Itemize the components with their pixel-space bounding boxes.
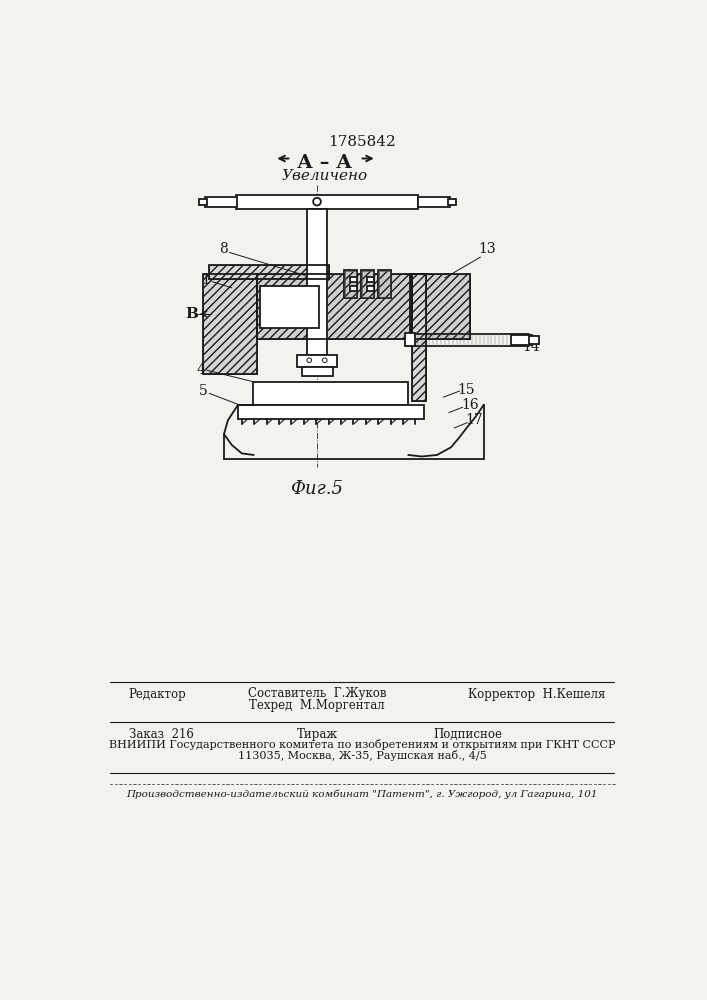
Text: Производственно-издательский комбинат "Патент", г. Ужгород, ул Гагарина, 101: Производственно-издательский комбинат "П…	[127, 790, 597, 799]
Circle shape	[307, 358, 312, 363]
Bar	[203, 274, 257, 374]
Bar	[301, 367, 332, 376]
Text: Тираж: Тираж	[296, 728, 337, 741]
Text: 5: 5	[199, 384, 207, 398]
Text: 15: 15	[457, 382, 475, 396]
Bar	[204, 197, 237, 207]
Bar	[257, 274, 412, 339]
Text: Фиг.5: Фиг.5	[291, 480, 344, 498]
Text: Редактор: Редактор	[129, 688, 187, 701]
Text: Составитель  Г.Жуков: Составитель Г.Жуков	[247, 687, 386, 700]
Bar	[345, 271, 356, 297]
Bar	[344, 270, 356, 298]
Bar	[379, 271, 390, 297]
Text: 14: 14	[522, 340, 541, 354]
Text: 17: 17	[465, 413, 483, 427]
Text: 1: 1	[201, 273, 211, 287]
Bar	[418, 197, 450, 207]
Bar	[362, 271, 373, 297]
Text: А – А: А – А	[297, 154, 352, 172]
Bar	[510, 335, 532, 345]
Bar	[257, 274, 412, 339]
Bar	[351, 286, 356, 291]
Bar	[238, 405, 424, 419]
Bar	[530, 336, 539, 344]
Bar	[209, 265, 329, 279]
Text: 113035, Москва, Ж-35, Раушская наб., 4/5: 113035, Москва, Ж-35, Раушская наб., 4/5	[238, 750, 486, 761]
Bar	[235, 195, 418, 209]
Bar	[368, 286, 373, 291]
Bar	[351, 277, 356, 282]
Text: 1785842: 1785842	[328, 135, 396, 149]
Bar	[260, 286, 319, 328]
Bar	[203, 274, 257, 374]
Circle shape	[313, 198, 321, 205]
Bar	[412, 274, 426, 401]
Text: Увеличено: Увеличено	[281, 169, 368, 183]
Text: 8: 8	[219, 242, 228, 256]
Text: Подписное: Подписное	[433, 728, 503, 741]
Text: 16: 16	[461, 398, 479, 412]
Bar	[297, 355, 337, 367]
Circle shape	[322, 358, 327, 363]
Bar	[404, 333, 416, 346]
Text: Корректор  Н.Кешеля: Корректор Н.Кешеля	[468, 688, 605, 701]
Text: ВНИИПИ Государственного комитета по изобретениям и открытиям при ГКНТ СССР: ВНИИПИ Государственного комитета по изоб…	[109, 739, 615, 750]
Text: В: В	[185, 307, 198, 321]
Bar	[361, 270, 373, 298]
Bar	[412, 274, 426, 401]
Bar	[448, 199, 456, 205]
Text: Техред  М.Моргентал: Техред М.Моргентал	[249, 699, 385, 712]
Bar	[307, 209, 327, 355]
Bar	[199, 199, 207, 205]
Text: Заказ  216: Заказ 216	[129, 728, 194, 741]
Bar	[209, 265, 329, 279]
Bar	[410, 274, 470, 339]
Text: 13: 13	[479, 242, 496, 256]
Bar	[410, 274, 470, 339]
Bar	[368, 277, 373, 282]
Bar	[253, 382, 409, 405]
Text: 4: 4	[197, 363, 205, 377]
Bar	[378, 270, 391, 298]
